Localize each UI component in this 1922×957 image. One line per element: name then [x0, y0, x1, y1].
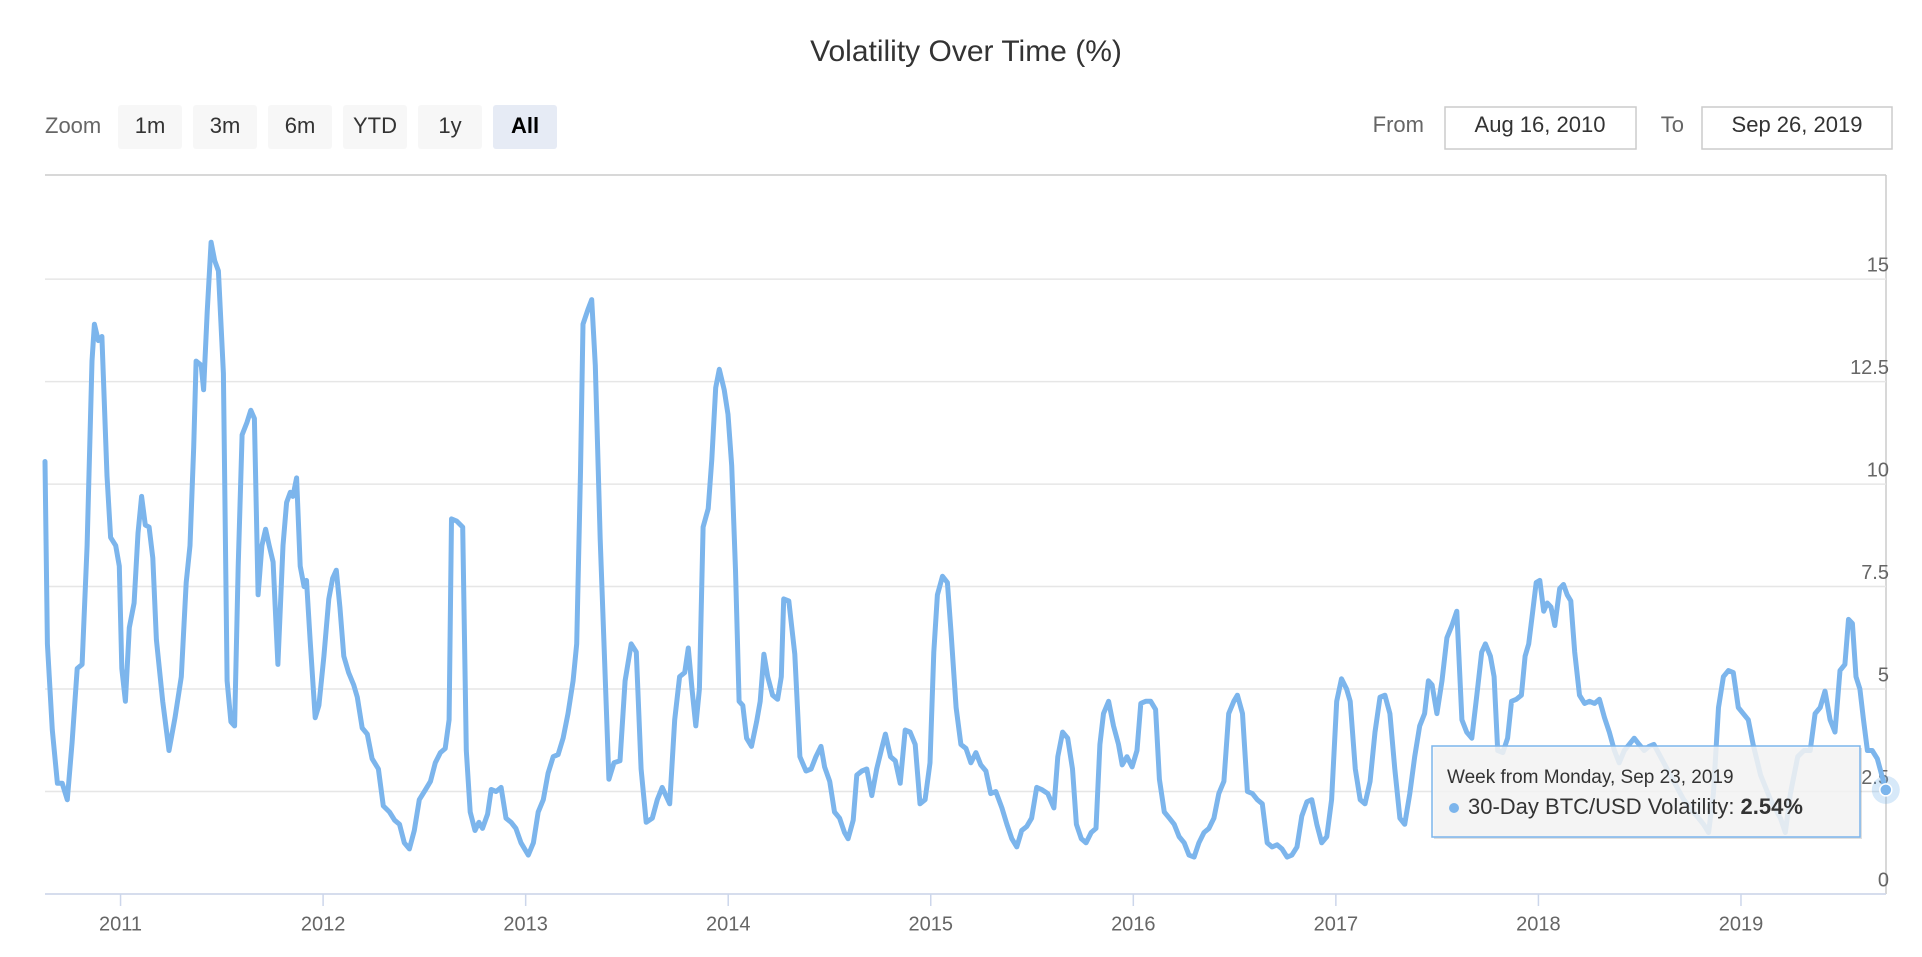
x-tick-label: 2011 [99, 913, 142, 935]
zoom-button-label: YTD [353, 113, 397, 138]
x-tick-label: 2013 [503, 913, 548, 935]
x-tick-label: 2014 [706, 913, 751, 935]
volatility-line [42, 239, 1889, 860]
y-tick-label: 15 [1867, 254, 1889, 276]
tooltip-label: 30-Day BTC/USD Volatility: [1468, 794, 1735, 819]
zoom-button[interactable] [493, 105, 557, 149]
to-label: To [1661, 112, 1684, 137]
zoom-button[interactable] [193, 105, 257, 149]
zoom-button-label: 3m [210, 113, 241, 138]
from-input[interactable] [1444, 106, 1637, 150]
x-tick-label: 2012 [301, 913, 346, 935]
tooltip-marker [1449, 803, 1459, 813]
y-tick-label: 7.5 [1861, 562, 1889, 584]
zoom-button-label: All [511, 113, 539, 138]
y-tick-label: 12.5 [1850, 357, 1889, 379]
x-tick-label: 2017 [1314, 913, 1359, 935]
from-label: From [1373, 112, 1424, 137]
tooltip-value: 2.54% [1741, 794, 1803, 819]
chart-title: Volatility Over Time (%) [810, 35, 1122, 68]
tooltip-box [1431, 745, 1861, 838]
tooltip: Week from Monday, Sep 23, 2019 30-Day BTC… [1431, 745, 1900, 839]
zoom-label: Zoom [45, 113, 101, 138]
x-tick-label: 2015 [909, 913, 954, 935]
zoom-button-label: 1m [135, 113, 166, 138]
tooltip-header: Week from Monday, Sep 23, 2019 [1447, 767, 1734, 788]
zoom-button[interactable] [343, 105, 407, 149]
x-tick-label: 2016 [1111, 913, 1156, 935]
from-value: Aug 16, 2010 [1475, 112, 1606, 137]
zoom-button-label: 6m [285, 113, 316, 138]
hover-point [1879, 783, 1893, 797]
zoom-button-label: 1y [438, 113, 461, 138]
zoom-button[interactable] [268, 105, 332, 149]
y-tick-label: 0 [1878, 869, 1889, 891]
series [42, 239, 1889, 860]
zoom-button[interactable] [418, 105, 482, 149]
to-value: Sep 26, 2019 [1732, 112, 1863, 137]
y-tick-label: 10 [1867, 459, 1889, 481]
x-tick-label: 2018 [1516, 913, 1561, 935]
zoom-button[interactable] [118, 105, 182, 149]
tooltip-line: 30-Day BTC/USD Volatility: 2.54% [1468, 794, 1803, 819]
zoom-buttons: 1m 3m 6m YTD 1y All [118, 105, 557, 149]
to-input[interactable] [1701, 106, 1893, 150]
y-tick-label: 5 [1878, 664, 1889, 686]
x-tick-label: 2019 [1719, 913, 1764, 935]
